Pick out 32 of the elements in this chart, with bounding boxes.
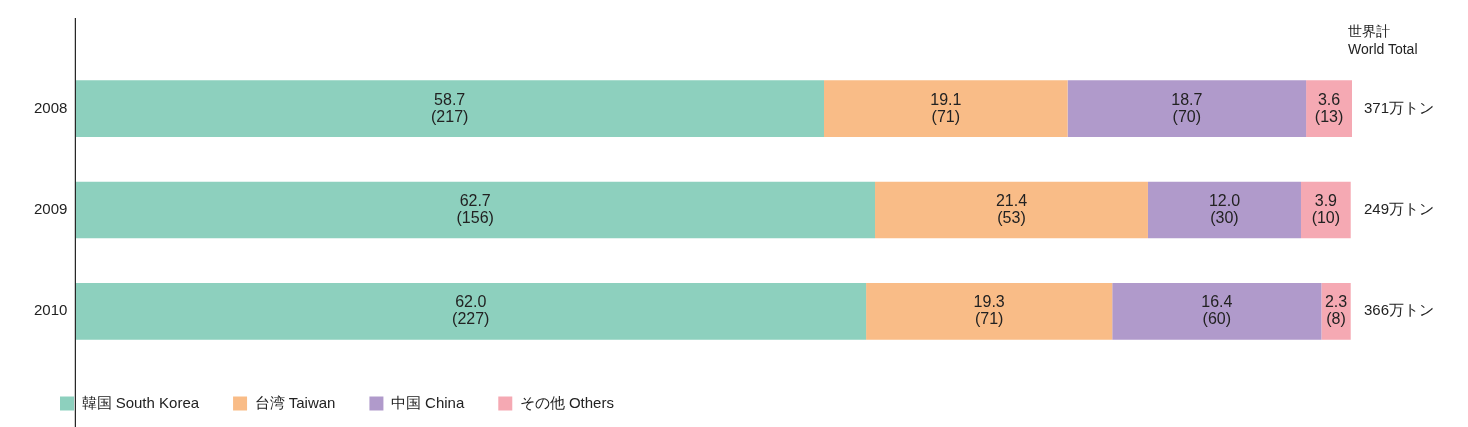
data-label: 19.3 (71) [973, 293, 1005, 328]
annotation: 世界計 World Total [1348, 22, 1418, 57]
bar [75, 80, 824, 138]
text: 249万トン [1364, 200, 1435, 218]
y-tick-label: 2008 [33, 98, 68, 116]
legend-label: 韓国 South Korea [81, 393, 200, 411]
data-label: 19.1 (71) [930, 90, 962, 125]
data-label: 2.3 (8) [1324, 293, 1348, 328]
data-label: 12.0 (30) [1208, 191, 1241, 226]
data-label: 3.6 (13) [1314, 90, 1344, 125]
bar [1147, 181, 1301, 239]
legend-label: 中国 China [390, 393, 465, 411]
legend-label: その他 Others [519, 393, 614, 411]
data-label: 58.7 (217) [431, 90, 469, 125]
data-label: 16.4 (60) [1201, 293, 1233, 328]
data-label: 3.9 (10) [1311, 191, 1341, 226]
y-tick-label: 2010 [33, 301, 68, 319]
data-label: 18.7 (70) [1171, 90, 1203, 125]
data-label: 62.7 (156) [456, 191, 494, 226]
y-tick-label: 2009 [33, 200, 68, 218]
bar [1112, 282, 1322, 340]
bar [875, 181, 1148, 239]
bar [866, 282, 1113, 340]
text: 366万トン [1364, 301, 1435, 319]
bar [75, 181, 876, 239]
bar [1067, 80, 1307, 138]
bar [824, 80, 1068, 138]
data-label: 62.0 (227) [452, 293, 490, 328]
bar [75, 282, 867, 340]
data-label: 21.4 (53) [995, 191, 1028, 226]
text: 371万トン [1364, 98, 1435, 116]
legend-label: 台湾 Taiwan [254, 393, 336, 411]
